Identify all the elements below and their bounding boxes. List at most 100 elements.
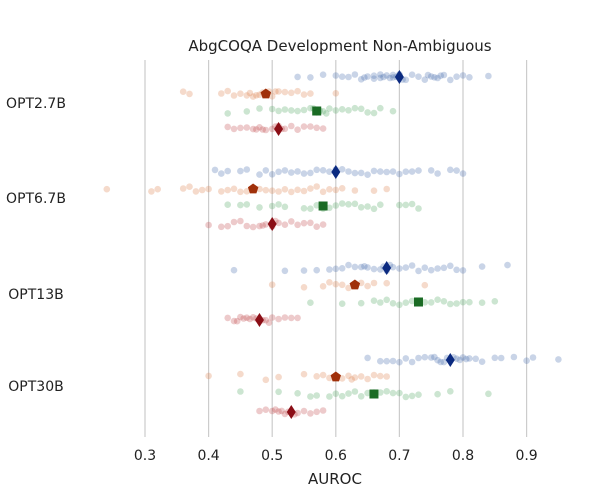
data-point: [281, 167, 289, 174]
data-point: [466, 298, 473, 306]
data-point: [268, 171, 276, 178]
data-point: [377, 71, 384, 78]
data-point: [510, 353, 518, 361]
data-point: [294, 107, 301, 115]
data-point: [453, 300, 460, 307]
data-point: [326, 266, 333, 273]
data-point: [332, 72, 340, 79]
data-point: [307, 299, 314, 307]
data-point: [408, 200, 416, 208]
data-point: [249, 93, 257, 100]
data-point: [427, 354, 435, 361]
data-point: [218, 170, 225, 177]
data-point: [383, 72, 391, 79]
data-point: [434, 390, 441, 398]
data-point: [345, 372, 352, 380]
data-point: [529, 354, 537, 361]
data-point: [345, 201, 352, 208]
data-point: [249, 125, 257, 133]
data-point: [478, 263, 486, 270]
data-point: [456, 356, 464, 364]
data-point: [224, 87, 231, 95]
data-point: [408, 358, 416, 366]
data-point: [275, 408, 282, 415]
data-point: [332, 265, 340, 273]
data-point: [275, 168, 282, 176]
data-point: [345, 261, 352, 269]
data-point: [523, 357, 530, 365]
data-point: [351, 71, 359, 78]
data-point: [243, 222, 251, 230]
x-tick-label: 0.7: [388, 448, 410, 464]
data-point: [307, 219, 314, 227]
data-point: [338, 185, 346, 192]
data-point: [351, 263, 359, 271]
data-point: [434, 265, 441, 272]
data-point: [459, 354, 467, 361]
data-point: [440, 358, 448, 366]
data-point: [313, 202, 321, 209]
data-point: [447, 388, 454, 395]
data-point: [288, 188, 295, 196]
data-point: [402, 168, 410, 175]
data-point: [307, 169, 314, 177]
data-point: [332, 107, 340, 114]
data-point: [256, 407, 263, 415]
data-point: [345, 73, 352, 81]
data-point: [252, 126, 260, 133]
data-point: [268, 93, 276, 100]
data-point: [237, 124, 244, 132]
data-point: [275, 315, 282, 323]
data-point: [313, 183, 321, 190]
data-point: [408, 168, 416, 175]
data-point: [281, 186, 289, 193]
data-point: [268, 281, 276, 289]
data-point: [453, 73, 460, 80]
data-point: [504, 261, 511, 269]
data-point: [313, 392, 321, 399]
data-point: [389, 74, 397, 81]
data-point: [256, 171, 263, 178]
data-point: [281, 314, 289, 321]
data-point: [357, 76, 365, 83]
data-point: [361, 263, 368, 270]
data-point: [389, 107, 397, 115]
data-point: [421, 299, 429, 306]
data-point: [351, 169, 359, 177]
data-point: [415, 205, 422, 212]
data-point: [357, 263, 365, 271]
data-point: [447, 262, 454, 270]
data-point: [383, 296, 391, 304]
data-point: [478, 299, 486, 307]
data-point: [237, 217, 244, 225]
data-point: [268, 202, 276, 210]
data-point: [370, 72, 378, 79]
data-point: [453, 167, 460, 174]
mean-marker: [382, 261, 392, 275]
data-point: [281, 267, 289, 275]
data-point: [262, 316, 270, 324]
data-point: [364, 389, 371, 397]
data-point: [281, 221, 289, 228]
data-point: [313, 223, 321, 230]
data-point: [307, 90, 314, 97]
data-point: [307, 185, 314, 192]
data-point: [338, 166, 346, 173]
mean-marker: [349, 279, 361, 290]
data-point: [230, 218, 238, 226]
data-point: [370, 279, 378, 287]
data-point: [224, 222, 231, 230]
x-tick-label: 0.4: [197, 448, 219, 464]
data-point: [427, 73, 435, 80]
data-point: [377, 201, 384, 208]
data-point: [389, 168, 397, 175]
data-point: [447, 166, 454, 174]
data-point: [300, 106, 308, 114]
data-point: [300, 170, 308, 177]
mean-marker: [331, 165, 341, 179]
data-point: [434, 356, 441, 364]
data-point: [421, 76, 429, 83]
data-point: [224, 123, 231, 131]
data-point: [415, 73, 422, 80]
